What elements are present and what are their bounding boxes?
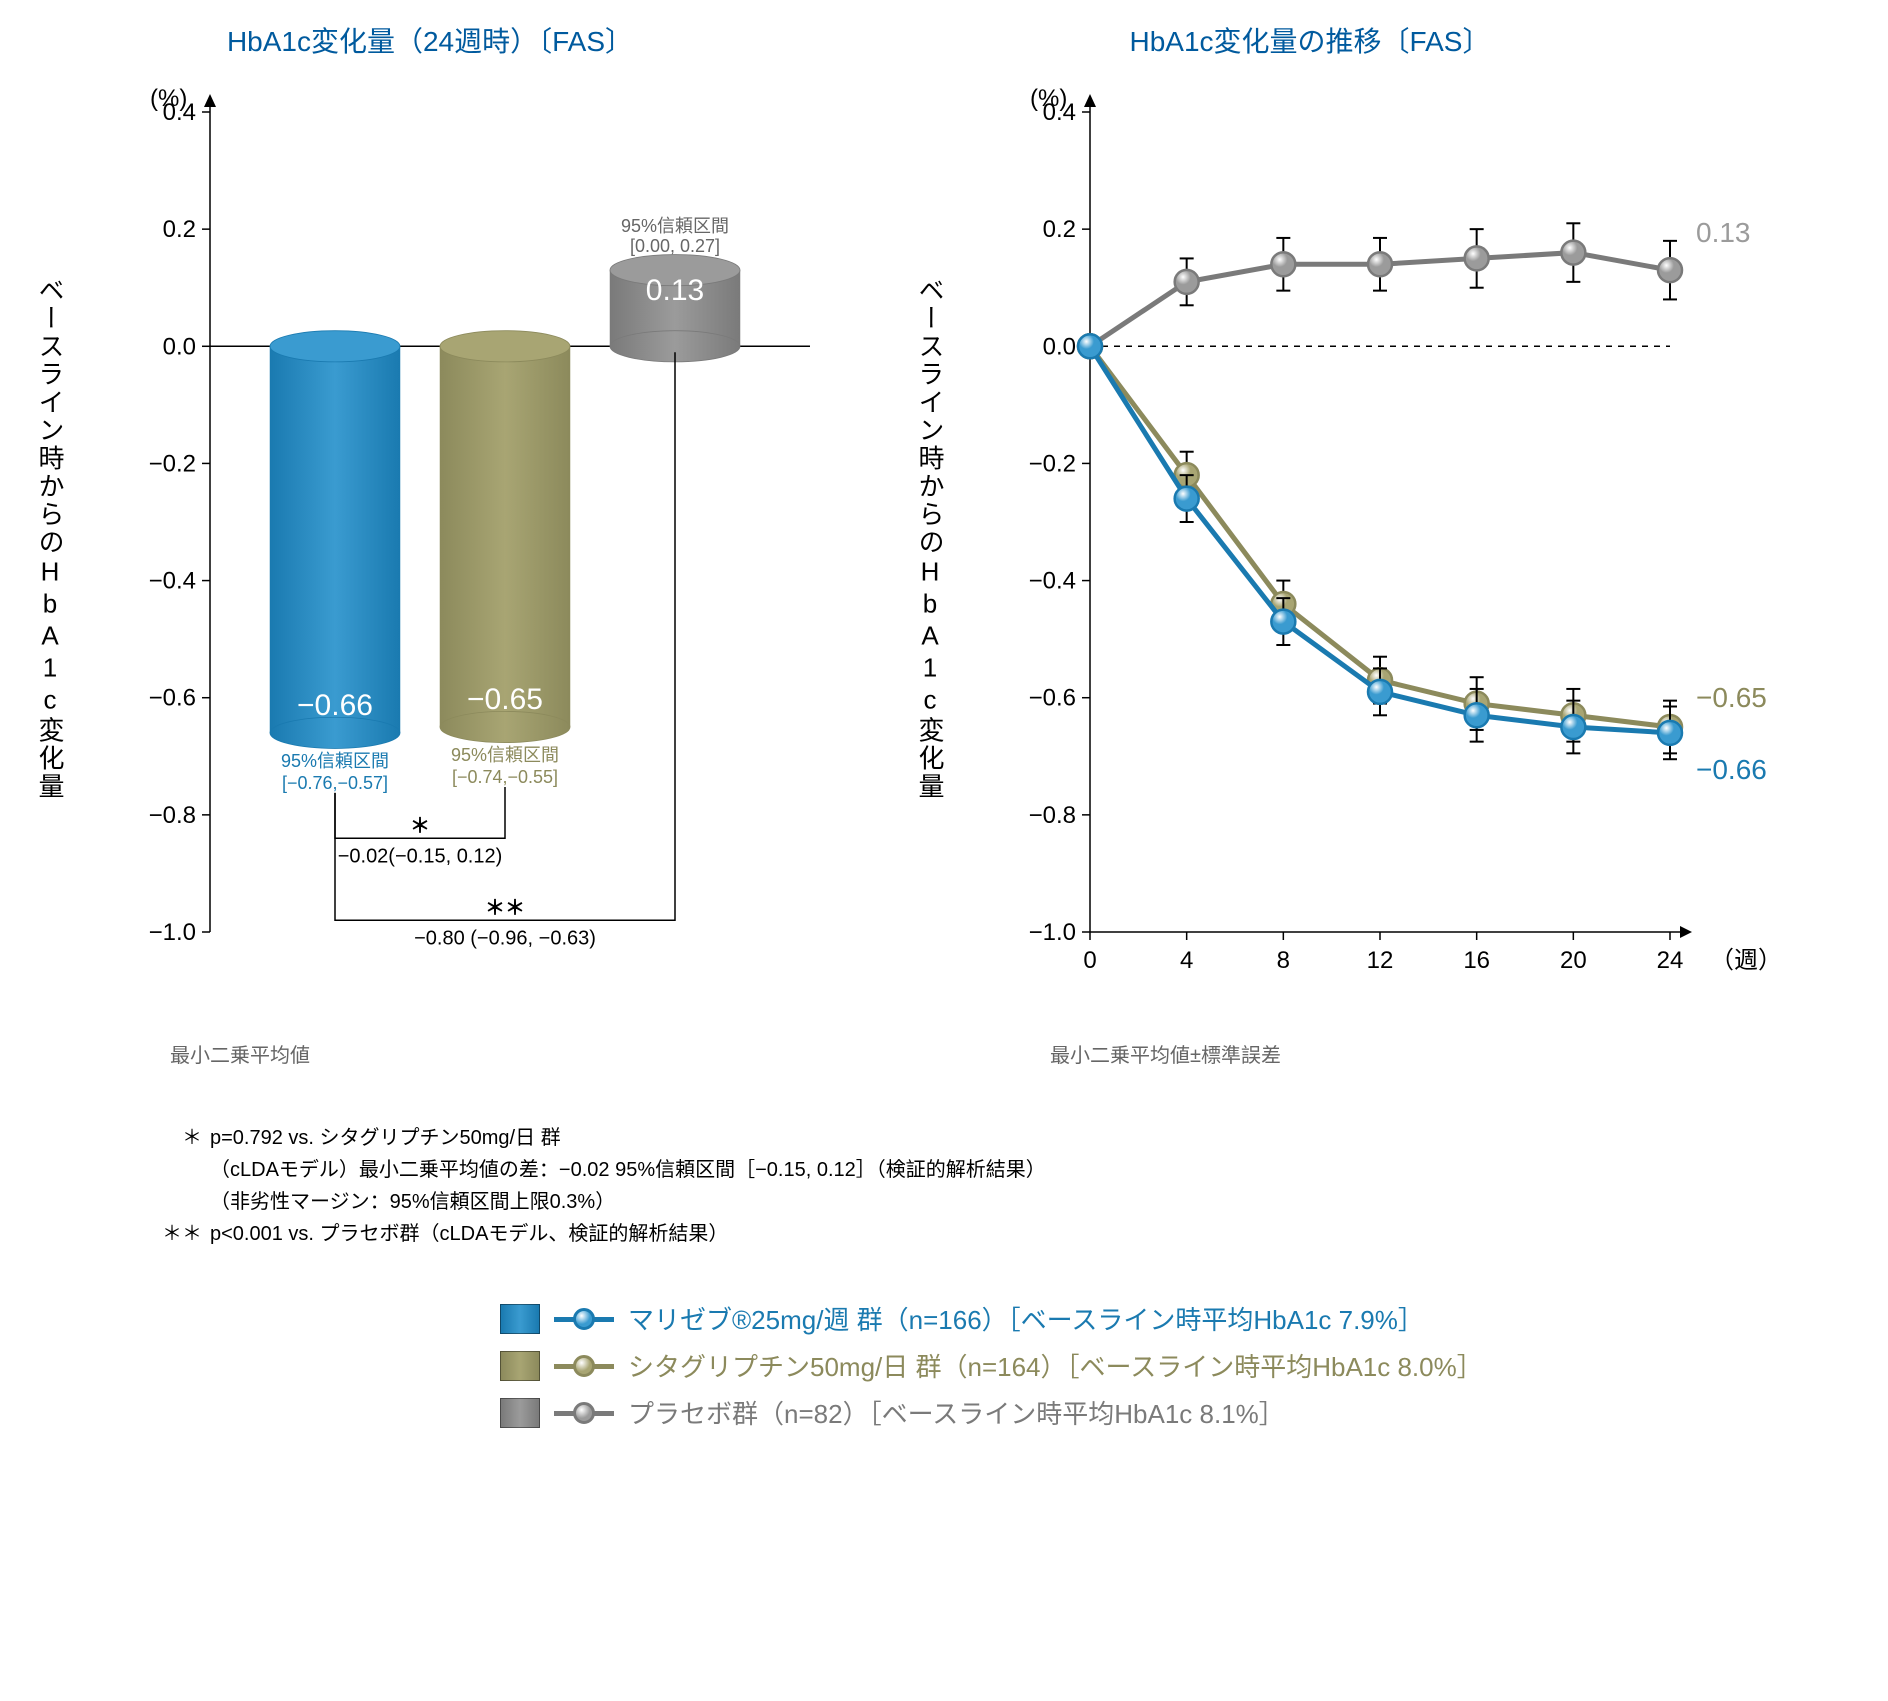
legend-label: マリゼブ®25mg/週 群（n=166）［ベースライン時平均HbA1c 7.9%… bbox=[628, 1300, 1424, 1337]
footnote-text: p=0.792 vs. シタグリプチン50mg/日 群 bbox=[210, 1122, 561, 1154]
svg-text:0: 0 bbox=[1083, 947, 1096, 974]
svg-text:16: 16 bbox=[1463, 947, 1490, 974]
line-chart-svg: ベースライン時からのHbA1c変化量(%)0.40.20.0−0.2−0.4−0… bbox=[900, 72, 1780, 1092]
svg-text:−0.66: −0.66 bbox=[297, 689, 373, 722]
svg-text:（週）: （週） bbox=[1710, 947, 1780, 974]
svg-text:12: 12 bbox=[1367, 947, 1394, 974]
svg-text:−0.4: −0.4 bbox=[149, 568, 196, 595]
svg-text:[−0.76,−0.57]: [−0.76,−0.57] bbox=[282, 773, 388, 793]
footnote-text: （非劣性マージン：95%信頼区間上限0.3%） bbox=[210, 1186, 615, 1218]
footnote-symbol: ＊ bbox=[160, 1122, 210, 1154]
bar-chart-title: HbA1c変化量（24週時）〔FAS〕 bbox=[20, 20, 840, 60]
legend-item: プラセボ群（n=82）［ベースライン時平均HbA1c 8.1%］ bbox=[500, 1394, 1888, 1431]
svg-text:−0.80 (−0.96, −0.63): −0.80 (−0.96, −0.63) bbox=[414, 927, 596, 949]
svg-text:[−0.74,−0.55]: [−0.74,−0.55] bbox=[452, 767, 558, 787]
svg-text:−0.02(−0.15, 0.12): −0.02(−0.15, 0.12) bbox=[338, 845, 503, 867]
svg-text:−0.6: −0.6 bbox=[1029, 685, 1076, 712]
legend-item: シタグリプチン50mg/日 群（n=164）［ベースライン時平均HbA1c 8.… bbox=[500, 1347, 1888, 1384]
svg-text:4: 4 bbox=[1180, 947, 1193, 974]
svg-text:[0.00, 0.27]: [0.00, 0.27] bbox=[630, 236, 720, 256]
footnote-line: （非劣性マージン：95%信頼区間上限0.3%） bbox=[160, 1186, 1888, 1218]
legend-marker-icon bbox=[554, 1304, 614, 1334]
svg-text:0.0: 0.0 bbox=[163, 333, 196, 360]
footnotes: ＊p=0.792 vs. シタグリプチン50mg/日 群（cLDAモデル）最小二… bbox=[160, 1122, 1888, 1250]
footnote-symbol: ＊＊ bbox=[160, 1218, 210, 1250]
svg-text:−0.2: −0.2 bbox=[1029, 450, 1076, 477]
svg-text:−1.0: −1.0 bbox=[149, 919, 196, 946]
svg-text:−1.0: −1.0 bbox=[1029, 919, 1076, 946]
svg-text:20: 20 bbox=[1560, 947, 1587, 974]
svg-text:0.2: 0.2 bbox=[1043, 216, 1076, 243]
legend-marker-icon bbox=[554, 1351, 614, 1381]
svg-text:95%信頼区間: 95%信頼区間 bbox=[451, 745, 559, 765]
svg-text:0.4: 0.4 bbox=[163, 99, 196, 126]
legend-label: シタグリプチン50mg/日 群（n=164）［ベースライン時平均HbA1c 8.… bbox=[628, 1347, 1483, 1384]
footnote-text: p<0.001 vs. プラセボ群（cLDAモデル、検証的解析結果） bbox=[210, 1218, 728, 1250]
footnote-text: （cLDAモデル）最小二乗平均値の差：−0.02 95%信頼区間［−0.15, … bbox=[210, 1154, 1046, 1186]
legend-marker-icon bbox=[554, 1398, 614, 1428]
svg-text:＊: ＊ bbox=[410, 815, 430, 837]
svg-text:95%信頼区間: 95%信頼区間 bbox=[621, 216, 729, 236]
svg-text:−0.66: −0.66 bbox=[1696, 754, 1767, 785]
footnote-symbol bbox=[160, 1186, 210, 1218]
legend-label: プラセボ群（n=82）［ベースライン時平均HbA1c 8.1%］ bbox=[628, 1394, 1285, 1431]
svg-text:95%信頼区間: 95%信頼区間 bbox=[281, 751, 389, 771]
svg-text:ベースライン時からのHbA1c変化量: ベースライン時からのHbA1c変化量 bbox=[915, 276, 945, 800]
legend-swatch bbox=[500, 1398, 540, 1428]
legend-swatch bbox=[500, 1304, 540, 1334]
svg-text:−0.2: −0.2 bbox=[149, 450, 196, 477]
svg-text:−0.8: −0.8 bbox=[149, 802, 196, 829]
footnote-line: （cLDAモデル）最小二乗平均値の差：−0.02 95%信頼区間［−0.15, … bbox=[160, 1154, 1888, 1186]
svg-text:−0.8: −0.8 bbox=[1029, 802, 1076, 829]
svg-text:24: 24 bbox=[1657, 947, 1684, 974]
legend-swatch bbox=[500, 1351, 540, 1381]
svg-text:−0.65: −0.65 bbox=[1696, 682, 1767, 713]
svg-text:最小二乗平均値±標準誤差: 最小二乗平均値±標準誤差 bbox=[1050, 1044, 1281, 1067]
svg-text:0.0: 0.0 bbox=[1043, 333, 1076, 360]
svg-text:0.13: 0.13 bbox=[646, 274, 704, 307]
bar-chart-panel: HbA1c変化量（24週時）〔FAS〕 ベースライン時からのHbA1c変化量(%… bbox=[20, 20, 840, 1092]
footnote-line: ＊p=0.792 vs. シタグリプチン50mg/日 群 bbox=[160, 1122, 1888, 1154]
svg-text:−0.4: −0.4 bbox=[1029, 568, 1076, 595]
svg-text:0.13: 0.13 bbox=[1696, 217, 1751, 248]
legend-item: マリゼブ®25mg/週 群（n=166）［ベースライン時平均HbA1c 7.9%… bbox=[500, 1300, 1888, 1337]
bar-chart-svg: ベースライン時からのHbA1c変化量(%)0.40.20.0−0.2−0.4−0… bbox=[20, 72, 840, 1092]
svg-text:8: 8 bbox=[1277, 947, 1290, 974]
svg-text:0.4: 0.4 bbox=[1043, 99, 1076, 126]
svg-text:ベースライン時からのHbA1c変化量: ベースライン時からのHbA1c変化量 bbox=[35, 276, 65, 800]
svg-text:最小二乗平均値: 最小二乗平均値 bbox=[170, 1044, 310, 1067]
svg-text:−0.6: −0.6 bbox=[149, 685, 196, 712]
svg-text:＊＊: ＊＊ bbox=[485, 897, 525, 919]
footnote-symbol bbox=[160, 1154, 210, 1186]
svg-text:0.2: 0.2 bbox=[163, 216, 196, 243]
svg-text:−0.65: −0.65 bbox=[467, 683, 543, 716]
line-chart-title: HbA1c変化量の推移〔FAS〕 bbox=[900, 20, 1720, 60]
footnote-line: ＊＊p<0.001 vs. プラセボ群（cLDAモデル、検証的解析結果） bbox=[160, 1218, 1888, 1250]
line-chart-panel: HbA1c変化量の推移〔FAS〕 ベースライン時からのHbA1c変化量(%)0.… bbox=[900, 20, 1720, 1092]
legend: マリゼブ®25mg/週 群（n=166）［ベースライン時平均HbA1c 7.9%… bbox=[500, 1300, 1888, 1431]
figure-container: HbA1c変化量（24週時）〔FAS〕 ベースライン時からのHbA1c変化量(%… bbox=[20, 20, 1888, 1681]
